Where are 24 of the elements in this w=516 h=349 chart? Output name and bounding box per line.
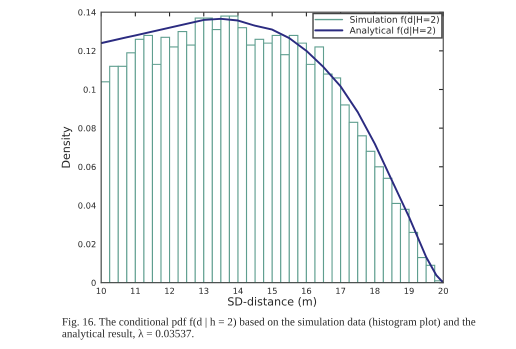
legend-label: Analytical f(d|H=2) xyxy=(350,26,436,36)
x-tick-label: 18 xyxy=(370,288,380,294)
y-tick-label: 0 xyxy=(92,280,96,286)
x-tick-label: 15 xyxy=(268,288,277,294)
y-tick-label: 0.12 xyxy=(78,48,96,54)
x-tick-label: 12 xyxy=(165,288,174,294)
caption: Fig. 16. The conditional pdf f(d | h = 2) based on the simulation data (histogram plot) and the analytical result, λ = 0.03537. xyxy=(62,318,476,340)
x-tick-label: 14 xyxy=(234,288,243,294)
x-tick-label: 20 xyxy=(438,288,448,294)
x-axis-title: SD-distance (m) xyxy=(228,297,316,307)
x-tick-label: 17 xyxy=(336,288,346,294)
y-tick-label: 0.04 xyxy=(78,202,96,209)
y-tick-label: 0.08 xyxy=(78,125,96,132)
x-tick-label: 13 xyxy=(199,288,208,294)
y-axis-title: Density xyxy=(61,126,72,168)
y-tick-label: 0.06 xyxy=(78,164,96,170)
y-tick-label: 0.14 xyxy=(78,9,96,16)
x-tick-label: 11 xyxy=(130,288,140,294)
x-tick-label: 16 xyxy=(302,288,312,294)
y-tick-label: 0.1 xyxy=(84,86,96,93)
legend-label: Simulation f(d|H=2) xyxy=(350,16,439,25)
x-tick-label: 10 xyxy=(96,288,106,294)
x-tick-label: 19 xyxy=(404,288,414,294)
y-tick-label: 0.02 xyxy=(78,241,96,248)
